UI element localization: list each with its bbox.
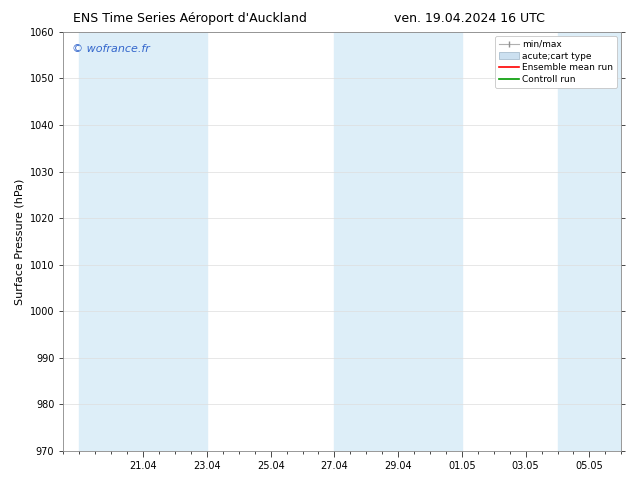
Text: © wofrance.fr: © wofrance.fr — [72, 45, 150, 54]
Text: ven. 19.04.2024 16 UTC: ven. 19.04.2024 16 UTC — [394, 12, 545, 25]
Bar — [143, 32, 207, 451]
Y-axis label: Surface Pressure (hPa): Surface Pressure (hPa) — [14, 178, 24, 304]
Legend: min/max, acute;cart type, Ensemble mean run, Controll run: min/max, acute;cart type, Ensemble mean … — [495, 36, 617, 88]
Text: ENS Time Series Aéroport d'Auckland: ENS Time Series Aéroport d'Auckland — [74, 12, 307, 25]
Bar — [334, 32, 398, 451]
Bar — [557, 32, 621, 451]
Bar — [398, 32, 462, 451]
Bar — [79, 32, 143, 451]
